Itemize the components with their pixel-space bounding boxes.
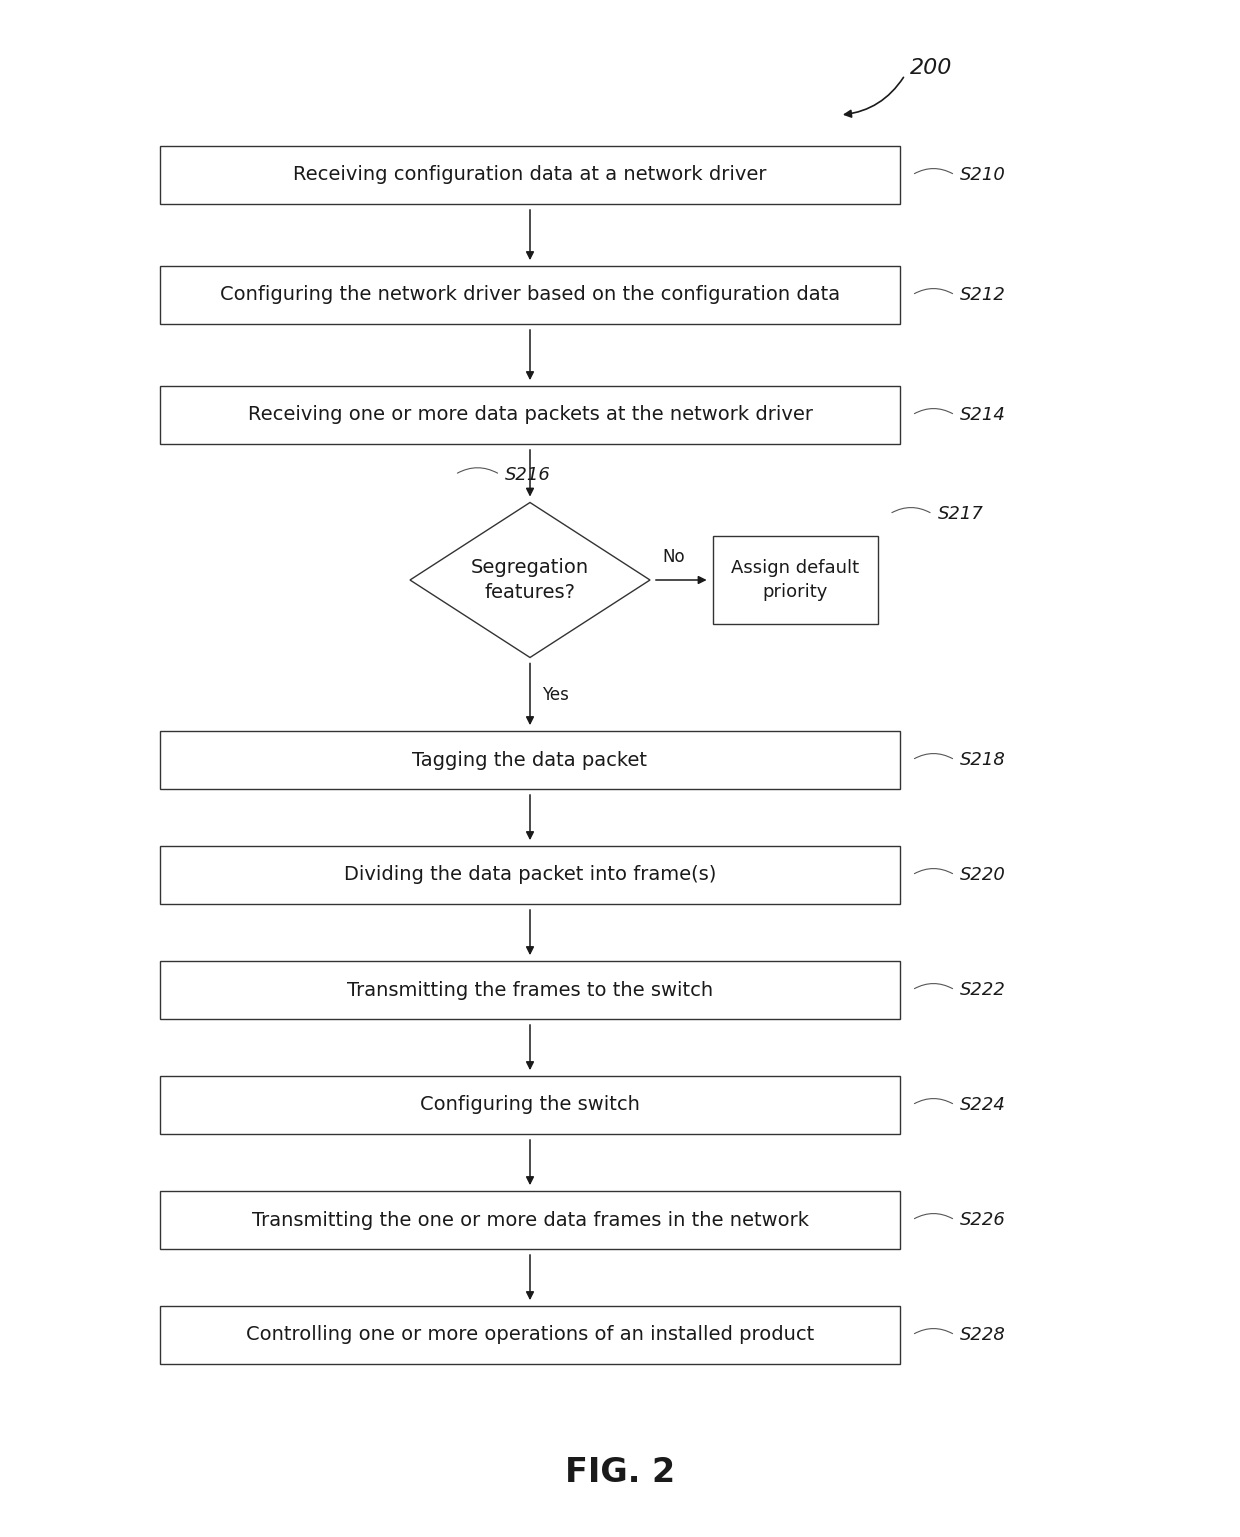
Text: S224: S224 [960,1096,1006,1114]
Text: S226: S226 [960,1211,1006,1230]
Bar [160,961,900,1019]
Bar [160,1076,900,1134]
Text: 200: 200 [910,58,952,78]
Bar [160,386,900,444]
Text: Configuring the network driver based on the configuration data: Configuring the network driver based on … [219,286,839,304]
Polygon shape [410,503,650,658]
Bar [713,536,878,624]
Text: Dividing the data packet into frame(s): Dividing the data packet into frame(s) [343,865,717,884]
Text: S214: S214 [960,406,1006,424]
Text: S228: S228 [960,1326,1006,1343]
Text: S217: S217 [937,506,983,523]
Text: Transmitting the one or more data frames in the network: Transmitting the one or more data frames… [252,1211,808,1230]
Text: S212: S212 [960,286,1006,304]
Bar [160,1306,900,1363]
Bar [160,266,900,324]
Text: S220: S220 [960,865,1006,884]
Text: Transmitting the frames to the switch: Transmitting the frames to the switch [347,981,713,999]
Bar [160,146,900,204]
Text: S222: S222 [960,981,1006,999]
Text: FIG. 2: FIG. 2 [565,1456,675,1488]
Text: S218: S218 [960,752,1006,768]
Text: Configuring the switch: Configuring the switch [420,1096,640,1114]
Text: Tagging the data packet: Tagging the data packet [413,750,647,770]
Text: Controlling one or more operations of an installed product: Controlling one or more operations of an… [246,1325,815,1345]
Text: Assign default
priority: Assign default priority [730,559,859,601]
Text: Receiving configuration data at a network driver: Receiving configuration data at a networ… [293,166,766,184]
Text: Receiving one or more data packets at the network driver: Receiving one or more data packets at th… [248,406,812,424]
Bar [160,732,900,788]
Text: S210: S210 [960,166,1006,184]
Text: Segregation
features?: Segregation features? [471,558,589,603]
Text: No: No [662,549,684,566]
Bar [160,1191,900,1250]
Text: S216: S216 [505,466,551,484]
Bar [160,845,900,904]
Text: Yes: Yes [542,686,569,704]
